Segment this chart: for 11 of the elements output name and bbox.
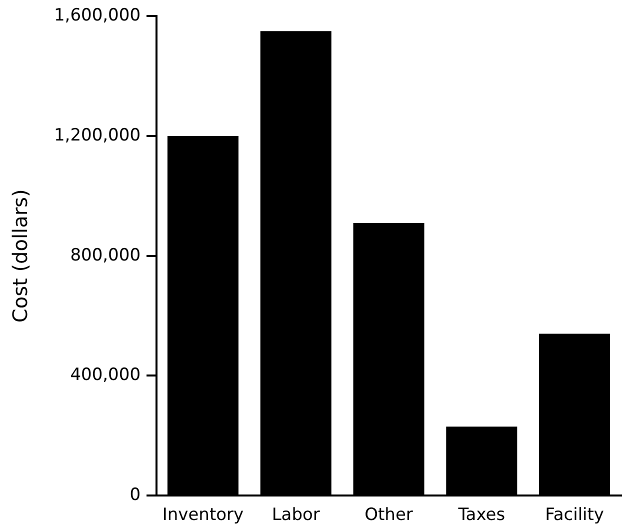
y-tick-label: 800,000: [70, 245, 141, 266]
y-tick-label: 1,200,000: [54, 125, 141, 146]
y-tick-label: 0: [130, 485, 141, 506]
y-axis-title: Cost (dollars): [8, 189, 32, 323]
x-tick-label: Facility: [545, 505, 604, 526]
x-tick-label: Labor: [272, 505, 320, 526]
y-tick-label: 1,600,000: [54, 6, 141, 26]
y-tick-label: 400,000: [70, 365, 141, 386]
x-tick-label: Other: [364, 505, 413, 526]
x-tick-label: Taxes: [457, 505, 506, 526]
x-tick-label: Inventory: [162, 505, 244, 526]
